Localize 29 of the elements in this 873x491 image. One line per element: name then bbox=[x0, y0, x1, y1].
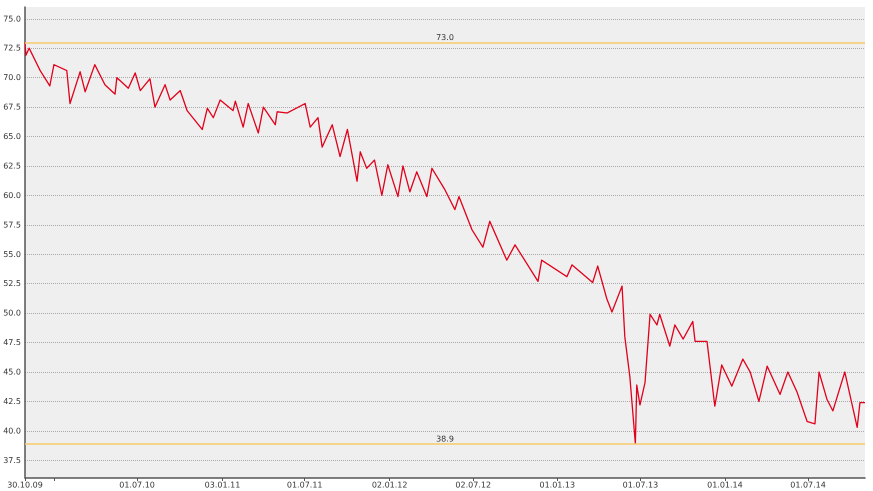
x-tick-label: 01.07.14 bbox=[790, 480, 826, 490]
y-tick-label: 47.5 bbox=[3, 338, 21, 348]
y-tick-label: 45.0 bbox=[3, 368, 21, 377]
ref-line-label: 38.9 bbox=[436, 434, 454, 444]
y-tick-label: 65.0 bbox=[3, 132, 21, 142]
y-tick-label: 67.5 bbox=[3, 102, 21, 112]
y-tick-label: 70.0 bbox=[3, 73, 21, 82]
y-tick-label: 40.0 bbox=[3, 426, 21, 436]
y-tick-label: 57.5 bbox=[3, 220, 21, 230]
y-tick-label: 55.0 bbox=[3, 250, 21, 259]
x-tick-label: 01.01.13 bbox=[539, 480, 576, 490]
x-tick-label: 01.07.11 bbox=[286, 480, 323, 490]
x-tick-label: 02.01.12 bbox=[372, 480, 408, 490]
y-tick-label: 42.5 bbox=[3, 396, 21, 406]
x-tick-label: 01.07.13 bbox=[622, 480, 658, 490]
ref-line-label: 73.0 bbox=[436, 32, 454, 42]
y-tick-label: 52.5 bbox=[3, 279, 21, 288]
y-tick-label: 37.5 bbox=[3, 456, 21, 465]
line-series bbox=[24, 42, 866, 445]
y-tick-label: 50.0 bbox=[3, 308, 21, 318]
y-tick-label: 72.5 bbox=[3, 44, 21, 53]
y-tick-label: 60.0 bbox=[3, 190, 21, 200]
y-tick-label: 75.0 bbox=[3, 14, 21, 24]
x-tick-label: 02.07.12 bbox=[455, 480, 492, 490]
x-tick-label: 03.01.11 bbox=[204, 480, 240, 490]
x-tick-label: 01.01.14 bbox=[707, 480, 743, 490]
y-tick-label: 62.5 bbox=[3, 161, 21, 170]
x-tick-label: 01.07.10 bbox=[119, 480, 155, 490]
x-tick-label: 30.10.09 bbox=[7, 480, 43, 490]
